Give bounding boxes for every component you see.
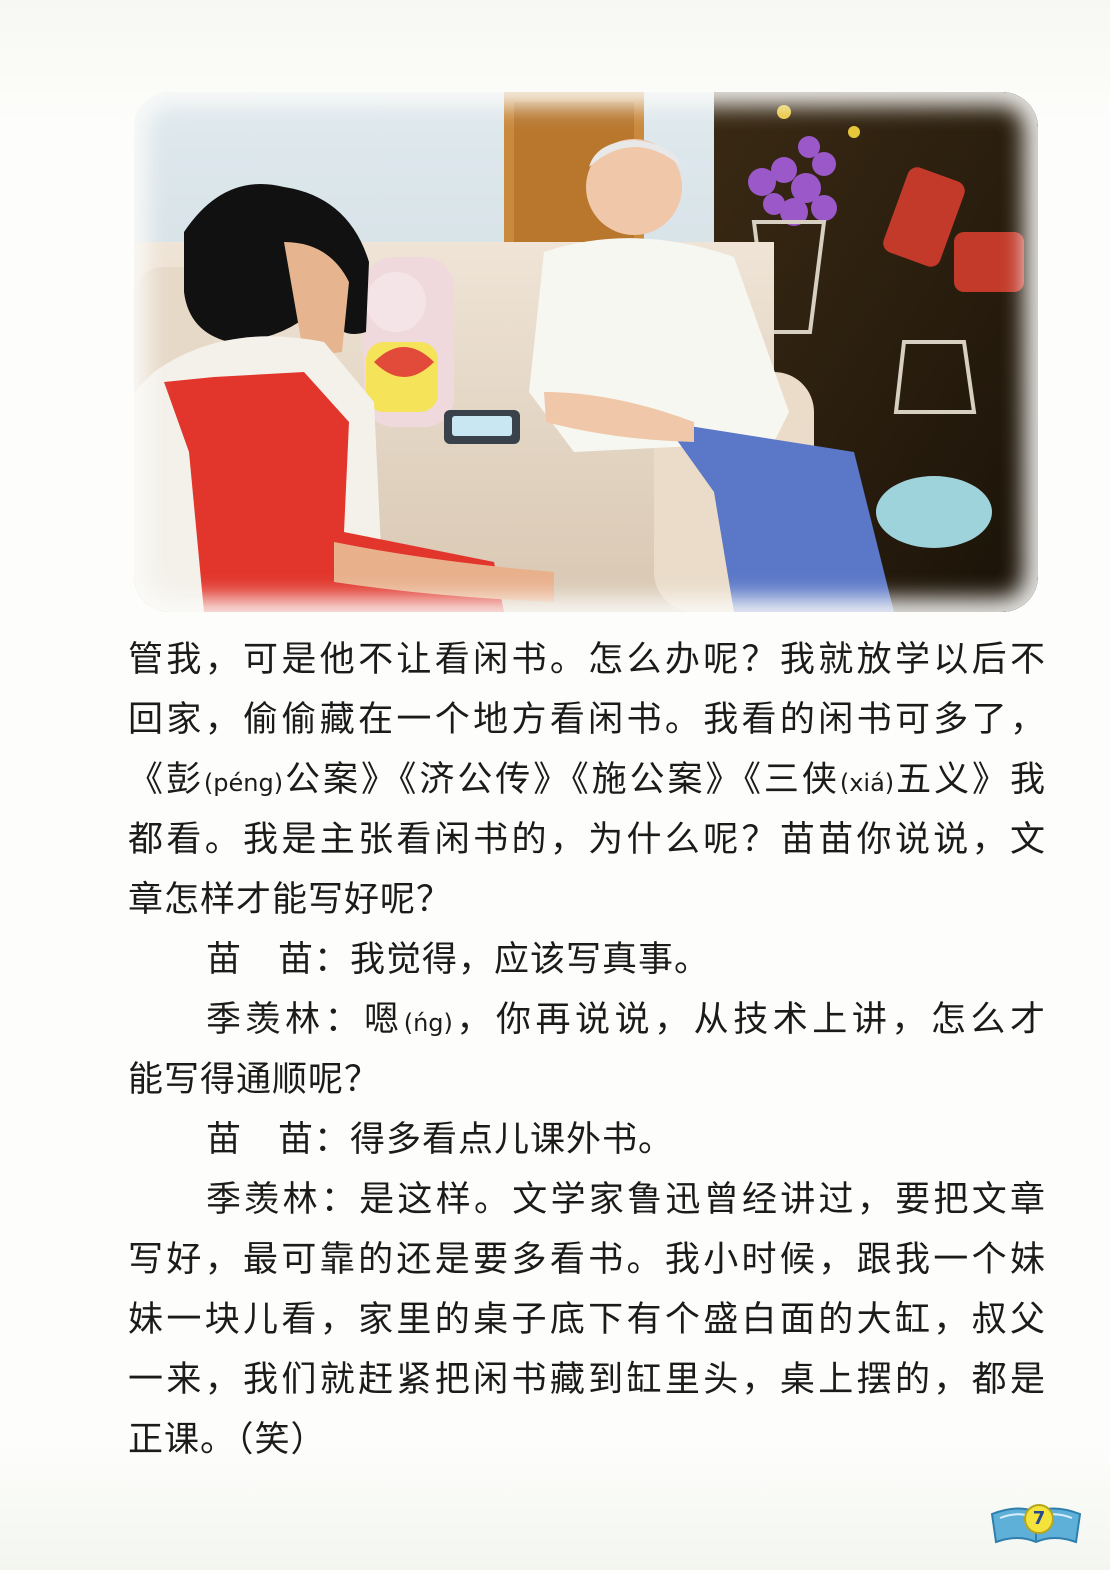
dialogue-text: ，你再说说，从技术上讲，怎么才 (452, 1000, 1046, 1040)
text-body: 管我，可是他不让看闲书。怎么办呢？我就放学以后不 回家，偷偷藏在一个地方看闲书。… (128, 630, 1046, 1470)
dialogue-line: 季羡林：是这样。文学家鲁迅曾经讲过，要把文章 (206, 1180, 1046, 1220)
text-line: 写好，最可靠的还是要多看书。我小时候，跟我一个妹 (128, 1240, 1046, 1280)
text-line: 章怎样才能写好呢？ (128, 880, 453, 920)
pinyin-annotation: (xiá) (839, 769, 895, 797)
photo-icon (134, 92, 1038, 612)
text-line: 正课。（笑） (128, 1420, 327, 1460)
text-line: 一来，我们就赶紧把闲书藏到缸里头，桌上摆的，都是 (128, 1360, 1046, 1400)
book-title-text: 《彭 (128, 760, 204, 800)
text-line-with-pinyin: 《彭(péng)公案》《济公传》《施公案》《三侠(xiá)五义》我 (128, 750, 1046, 810)
dialogue-line: 苗 苗：我觉得，应该写真事。 (206, 940, 711, 980)
dialogue-line-with-pinyin: 季羡林：嗯(ńg)，你再说说，从技术上讲，怎么才 (128, 990, 1046, 1050)
dialogue-text: 季羡林：嗯 (206, 1000, 404, 1040)
text-line: 妹一块儿看，家里的桌子底下有个盛白面的大缸，叔父 (128, 1300, 1046, 1340)
pinyin-annotation: (péng) (203, 769, 284, 797)
book-title-text: 五义》我 (894, 760, 1046, 800)
text-line: 回家，偷偷藏在一个地方看闲书。我看的闲书可多了， (128, 700, 1046, 740)
photo (134, 92, 1038, 612)
text-line: 都看。我是主张看闲书的，为什么呢？苗苗你说说，文 (128, 820, 1046, 860)
text-line: 管我，可是他不让看闲书。怎么办呢？我就放学以后不 (128, 640, 1046, 680)
pinyin-annotation: (ńg) (403, 1009, 453, 1037)
text-line: 能写得通顺呢？ (128, 1060, 381, 1100)
dialogue-line: 苗 苗：得多看点儿课外书。 (206, 1120, 675, 1160)
book-title-text: 公案》《济公传》《施公案》《三侠 (283, 760, 840, 800)
page-number: 7 (1024, 1504, 1054, 1534)
